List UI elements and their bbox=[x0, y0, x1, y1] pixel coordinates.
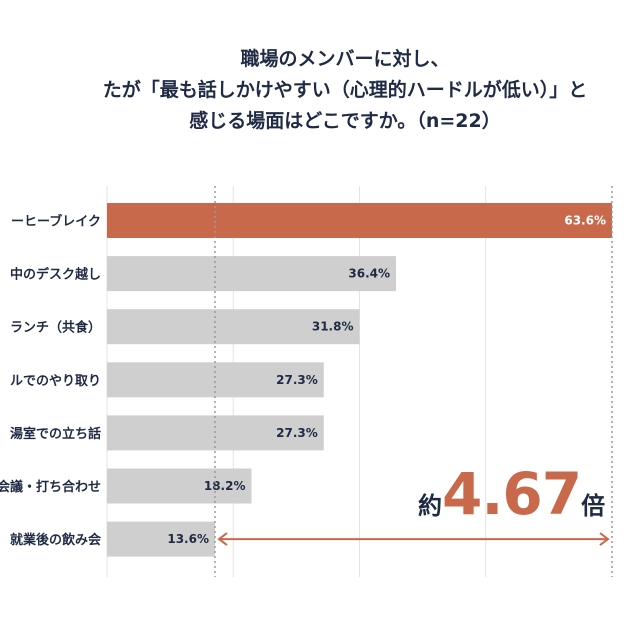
category-label: 湯室での立ち話 bbox=[10, 426, 101, 442]
bars bbox=[107, 203, 612, 557]
ratio-prefix: 約 bbox=[418, 492, 442, 520]
category-label: ーヒーブレイク bbox=[11, 214, 101, 230]
category-label: 就業後の飲み会 bbox=[10, 532, 102, 548]
title-line-2: たが「最も話しかけやすい（心理的ハードルが低い）」と bbox=[102, 79, 588, 101]
ratio-annotation: 約4.67倍 bbox=[418, 460, 605, 528]
arrow-head-left bbox=[217, 532, 228, 546]
category-label: 中のデスク越し bbox=[10, 267, 101, 283]
value-label: 18.2% bbox=[204, 479, 246, 493]
value-label: 27.3% bbox=[276, 373, 318, 387]
value-label: 36.4% bbox=[348, 267, 390, 281]
bar bbox=[107, 521, 215, 557]
category-label: ランチ（共食） bbox=[10, 320, 101, 336]
labels: 63.6% ーヒーブレイク 36.4% 中のデスク越し 31.8% ランチ（共食） 27.3… bbox=[0, 214, 606, 549]
value-label: 63.6% bbox=[564, 214, 606, 228]
ratio-arrow bbox=[214, 186, 613, 577]
ratio-value: 4.67 bbox=[442, 460, 582, 528]
chart-title: 職場のメンバーに対し、 たが「最も話しかけやすい（心理的ハードルが低い）」と 感… bbox=[0, 44, 640, 137]
arrow-head-right bbox=[599, 532, 610, 546]
title-line-1: 職場のメンバーに対し、 bbox=[240, 48, 450, 70]
category-label: ルでのやり取り bbox=[10, 374, 101, 389]
bar bbox=[107, 203, 612, 238]
bar bbox=[107, 309, 360, 345]
ratio-suffix: 倍 bbox=[581, 492, 606, 520]
title-line-3: 感じる場面はどこですか。（n=22） bbox=[189, 110, 501, 132]
value-label: 31.8% bbox=[312, 320, 354, 334]
bar bbox=[107, 256, 397, 292]
value-label: 13.6% bbox=[167, 532, 209, 546]
value-label: 27.3% bbox=[276, 426, 318, 440]
category-label: 会議・打ち合わせ bbox=[0, 479, 101, 495]
bar bbox=[107, 468, 252, 504]
